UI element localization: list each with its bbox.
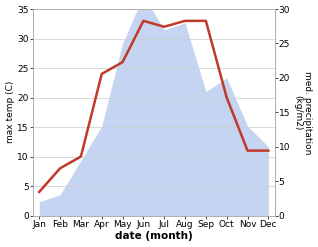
X-axis label: date (month): date (month) bbox=[115, 231, 193, 242]
Y-axis label: med. precipitation
(kg/m2): med. precipitation (kg/m2) bbox=[293, 71, 313, 154]
Y-axis label: max temp (C): max temp (C) bbox=[5, 81, 15, 144]
